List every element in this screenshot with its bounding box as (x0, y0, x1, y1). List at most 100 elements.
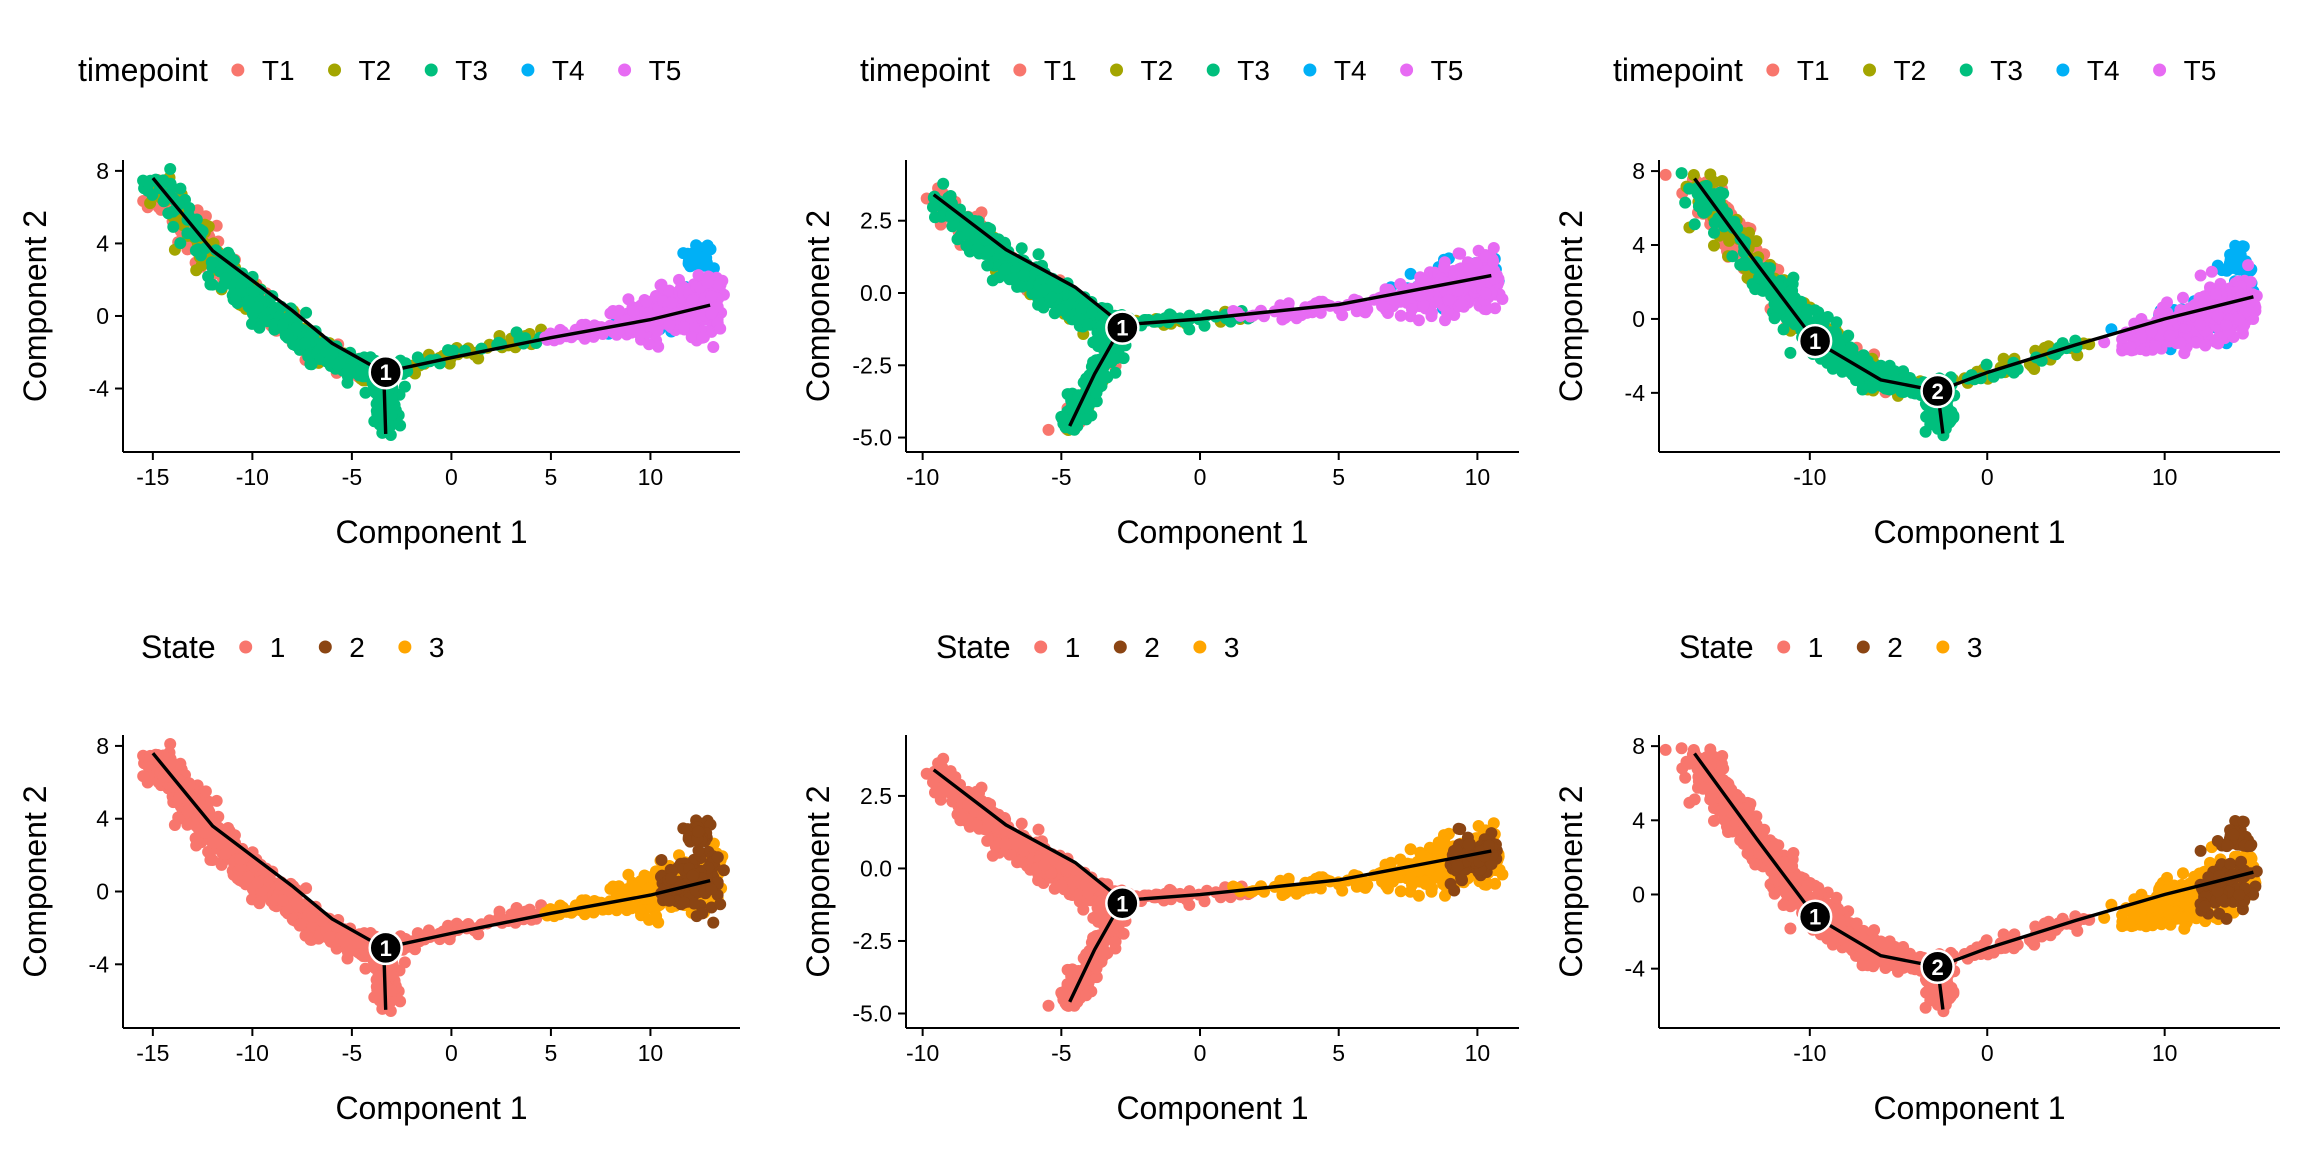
branch-label: 1 (1116, 316, 1128, 341)
legend-label: T2 (359, 55, 392, 86)
x-tick-label: 10 (638, 464, 664, 490)
x-tick-label: 5 (1332, 464, 1345, 490)
y-tick-label: 0.0 (860, 280, 892, 306)
point (1496, 293, 1509, 305)
point (2163, 329, 2176, 342)
point (701, 276, 714, 289)
point (686, 294, 699, 307)
legend-label: T2 (1894, 55, 1927, 86)
point (1376, 300, 1389, 313)
point (2242, 259, 2255, 272)
x-tick-label: -10 (1793, 464, 1826, 490)
point (168, 819, 181, 831)
y-tick-label: 0 (1632, 306, 1645, 332)
point (1086, 306, 1098, 319)
point (1011, 280, 1024, 293)
point (1314, 306, 1327, 319)
point (1090, 386, 1103, 399)
point (181, 805, 194, 818)
point (1826, 356, 1839, 369)
point (157, 195, 170, 208)
point (1441, 307, 1454, 320)
legend-key (2153, 63, 2167, 77)
legend-key (1013, 63, 1027, 77)
point (1042, 423, 1055, 436)
point (174, 237, 187, 250)
point (251, 301, 264, 314)
legend-title: timepoint (1613, 52, 1743, 88)
point (248, 285, 261, 298)
point (1442, 294, 1455, 306)
point (1688, 218, 1701, 231)
point (663, 319, 676, 332)
branch-label: 1 (380, 360, 392, 385)
legend-key (398, 640, 412, 654)
point (1749, 283, 1762, 296)
point (1675, 167, 1688, 180)
point (1734, 258, 1747, 271)
legend-label: T5 (649, 55, 682, 86)
legend: timepoint T1 T2 T3 T4 T5 (860, 52, 1463, 88)
point (320, 346, 333, 359)
point (2205, 265, 2218, 278)
point (1406, 303, 1418, 316)
branch-point-2: 2 (1920, 373, 1955, 409)
point (714, 322, 727, 335)
point (219, 272, 232, 285)
point (663, 284, 676, 297)
legend-key (521, 63, 535, 77)
point (705, 307, 718, 320)
legend-label: T5 (2184, 55, 2217, 86)
y-axis-title: Component 2 (1553, 210, 1589, 402)
point (290, 321, 303, 334)
point (299, 337, 312, 350)
legend-key (2056, 63, 2070, 77)
point (2194, 269, 2207, 282)
point (167, 220, 180, 233)
panel-2: timepoint T1 T2 T3 T4 T51-10 -5 0 5 10-5.0-2.50.0… (800, 52, 1519, 550)
point (183, 202, 196, 214)
point (2149, 340, 2162, 353)
point (1683, 182, 1696, 195)
point (642, 307, 655, 320)
legend-label: 3 (429, 632, 445, 663)
point (627, 305, 640, 318)
point (236, 277, 249, 290)
legend-label: 1 (270, 632, 286, 663)
point (705, 290, 718, 303)
point (411, 351, 424, 364)
point (2237, 240, 2250, 253)
point (1679, 196, 1692, 209)
point (1462, 263, 1475, 275)
point (1038, 283, 1051, 296)
point (2174, 337, 2187, 349)
legend-label: T3 (1237, 55, 1270, 86)
point (1708, 239, 1720, 252)
point (654, 279, 667, 292)
point (707, 341, 720, 353)
legend-key (1110, 63, 1124, 77)
y-axis-title: Component 2 (800, 210, 836, 402)
point (1295, 309, 1308, 322)
y-tick-label: 0 (96, 303, 109, 329)
point (1015, 242, 1028, 255)
point (1394, 309, 1407, 322)
legend-label: T5 (1431, 55, 1464, 86)
point (1081, 318, 1094, 331)
point (1700, 204, 1713, 217)
x-tick-label: -5 (1051, 464, 1071, 490)
point (1830, 316, 1843, 329)
point (1659, 168, 1672, 181)
point (1198, 319, 1211, 332)
point (1783, 286, 1796, 299)
legend-label: T4 (1334, 55, 1367, 86)
point (472, 352, 485, 365)
legend-key (1863, 63, 1877, 77)
point (323, 355, 336, 368)
point (2221, 264, 2234, 277)
point (1451, 284, 1464, 297)
point (394, 419, 407, 432)
